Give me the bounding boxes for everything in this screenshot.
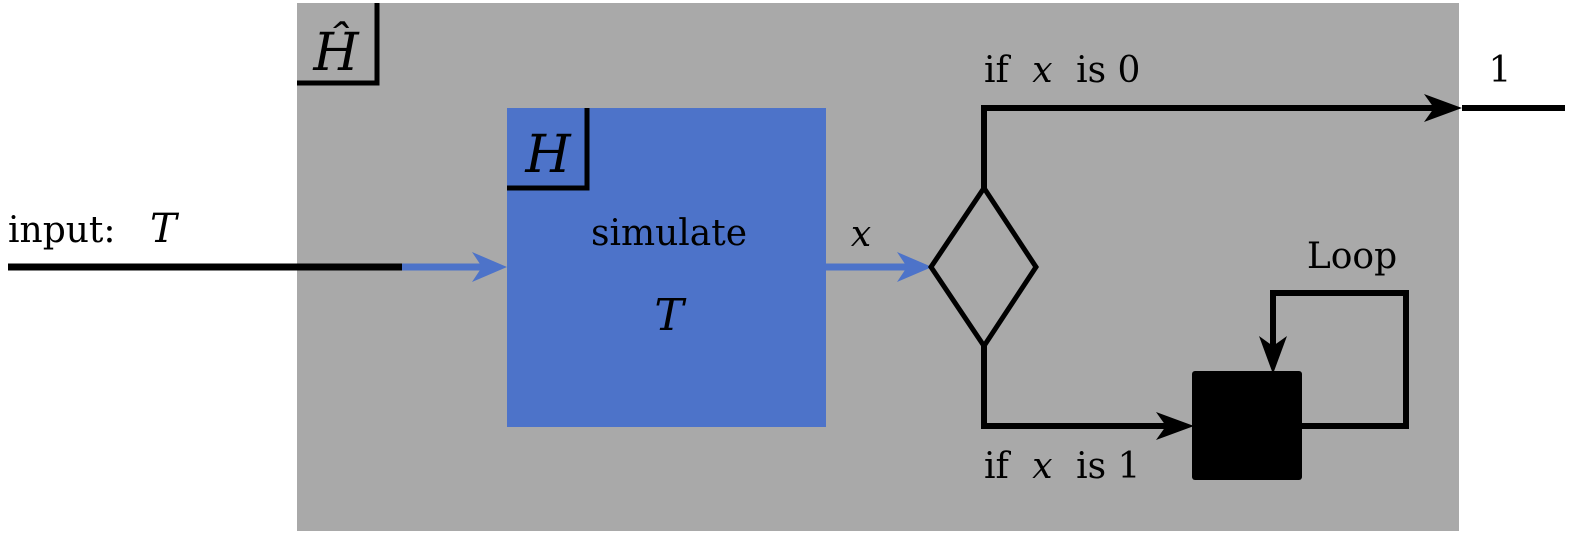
branch-zero-prefix: if [984, 50, 1012, 91]
inner-box-label: H [524, 125, 572, 185]
outer-box-label: Ĥ [312, 21, 360, 83]
loop-label: Loop [1307, 236, 1397, 277]
branch-one-suffix: is 1 [1076, 446, 1140, 487]
branch-one-arrow-head [1156, 412, 1194, 440]
branch-one-label: if x is 1 [984, 446, 1140, 487]
branch-zero-arrow-head [1424, 94, 1462, 122]
input-prefix: input: [8, 210, 116, 251]
loop-line [1270, 290, 1409, 429]
loop-arrow-head [1259, 336, 1287, 374]
input-symbol: T [150, 206, 180, 252]
branch-one-line [981, 346, 1172, 429]
x-arrow-head [897, 252, 932, 282]
inner-box-label-frame [507, 108, 590, 191]
outer-box-label-frame [297, 3, 380, 86]
branch-zero-suffix: is 0 [1076, 50, 1140, 91]
input-arrow-head [472, 252, 507, 282]
x-label: x [851, 214, 871, 255]
output-value: 1 [1489, 50, 1512, 91]
branch-one-prefix: if [984, 446, 1012, 487]
branch-zero-var: x [1032, 50, 1052, 91]
simulate-label: simulate [591, 213, 747, 254]
branch-one-var: x [1032, 446, 1052, 487]
inner-box [507, 108, 826, 427]
branch-zero-line [981, 105, 1440, 188]
branch-zero-label: if x is 0 [984, 50, 1140, 91]
simulate-symbol: T [654, 290, 687, 341]
loop-box [1192, 371, 1302, 480]
